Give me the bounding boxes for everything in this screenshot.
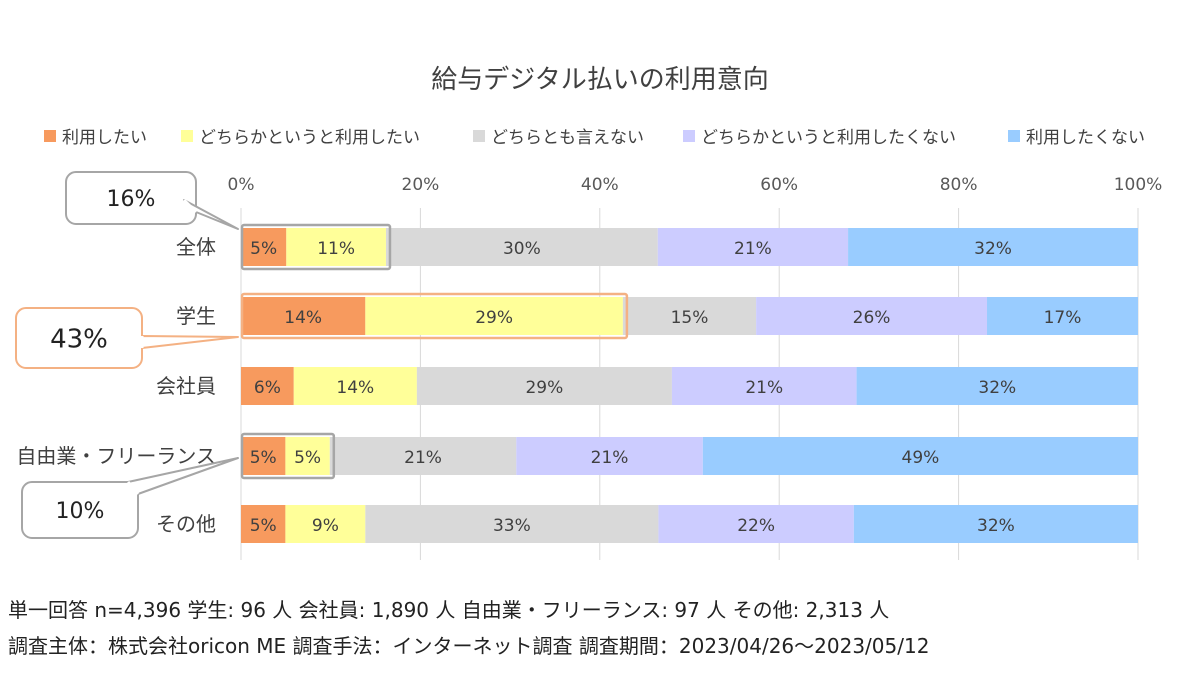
data-label: 6% xyxy=(254,378,281,398)
bar-segment xyxy=(671,367,857,405)
legend-label: どちらかというと利用したい xyxy=(199,128,420,148)
data-label: 5% xyxy=(250,516,277,536)
data-label: 29% xyxy=(525,378,563,398)
x-tick-label: 100% xyxy=(1114,175,1163,195)
legend-label: どちらとも言えない xyxy=(491,128,644,148)
category-label: 自由業・フリーランス xyxy=(16,444,216,468)
data-label: 49% xyxy=(902,448,940,468)
callout-label: 10% xyxy=(56,499,105,524)
legend-swatch xyxy=(473,130,485,142)
data-label: 22% xyxy=(737,516,775,536)
category-label: 学生 xyxy=(176,304,216,328)
x-tick-label: 0% xyxy=(228,175,255,195)
data-label: 32% xyxy=(978,378,1016,398)
bar-segment xyxy=(241,228,287,266)
x-tick-label: 60% xyxy=(760,175,798,195)
bar-segment xyxy=(365,297,623,335)
bar-segment xyxy=(853,505,1138,543)
bar-segment xyxy=(756,297,988,335)
data-label: 14% xyxy=(284,308,322,328)
category-label: その他 xyxy=(156,512,216,536)
x-tick-label: 20% xyxy=(402,175,440,195)
data-label: 15% xyxy=(671,308,709,328)
callout-pointer xyxy=(141,335,239,349)
bar-segment xyxy=(241,297,366,335)
bar-segment xyxy=(622,297,757,335)
bar-segment xyxy=(848,228,1138,266)
callout-seam xyxy=(182,198,198,214)
bar-segment xyxy=(365,505,659,543)
callout-seam xyxy=(126,481,140,495)
chart-title: 給与デジタル払いの利用意向 xyxy=(431,65,768,95)
bar-segment xyxy=(385,228,658,266)
legend-label: 利用したくない xyxy=(1026,128,1145,148)
legend-swatch xyxy=(44,130,56,142)
bar-segment xyxy=(658,505,854,543)
bar-segment xyxy=(293,367,417,405)
x-tick-label: 40% xyxy=(581,175,619,195)
data-label: 30% xyxy=(503,239,541,259)
data-label: 11% xyxy=(317,239,355,259)
bar-segment xyxy=(516,437,703,475)
callout-highlight-box xyxy=(240,223,392,271)
callout-highlight-box xyxy=(240,432,336,480)
bar-segment xyxy=(657,228,849,266)
callout-label: 43% xyxy=(50,324,108,354)
bar-segment xyxy=(329,437,517,475)
legend-label: どちらかというと利用したくない xyxy=(701,128,956,148)
bar-segment xyxy=(286,228,386,266)
bar-segment xyxy=(416,367,672,405)
x-tick-label: 80% xyxy=(940,175,978,195)
data-label: 17% xyxy=(1044,308,1082,328)
data-label: 9% xyxy=(312,516,339,536)
bar-segment xyxy=(987,297,1138,335)
bar-segment xyxy=(285,505,366,543)
callout-label: 16% xyxy=(107,187,156,212)
legend-label: 利用したい xyxy=(62,128,147,148)
bar-segment xyxy=(241,437,286,475)
data-label: 26% xyxy=(853,308,891,328)
data-label: 32% xyxy=(977,516,1015,536)
bar-segment xyxy=(285,437,330,475)
legend-swatch xyxy=(683,130,695,142)
callout-bubble xyxy=(65,171,197,225)
sample-note: 単一回答 n=4,396 学生: 96 人 会社員: 1,890 人 自由業・フ… xyxy=(8,598,890,622)
category-label: 会社員 xyxy=(156,374,216,398)
data-label: 5% xyxy=(294,448,321,468)
category-label: 全体 xyxy=(176,235,216,259)
data-label: 21% xyxy=(591,448,629,468)
bar-segment xyxy=(856,367,1138,405)
legend-swatch xyxy=(1008,130,1020,142)
survey-info-note: 調査主体：株式会社oricon ME 調査手法：インターネット調査 調査期間：2… xyxy=(8,634,930,658)
callout-bubble xyxy=(21,481,139,539)
data-label: 21% xyxy=(734,239,772,259)
data-label: 14% xyxy=(336,378,374,398)
data-label: 21% xyxy=(404,448,442,468)
data-label: 29% xyxy=(475,308,513,328)
bar-segment xyxy=(702,437,1138,475)
legend-swatch xyxy=(181,130,193,142)
data-label: 5% xyxy=(250,239,277,259)
data-label: 21% xyxy=(745,378,783,398)
data-label: 33% xyxy=(493,516,531,536)
data-label: 5% xyxy=(250,448,277,468)
callout-highlight-box xyxy=(240,292,629,340)
bar-segment xyxy=(241,367,294,405)
bar-segment xyxy=(241,505,286,543)
data-label: 32% xyxy=(974,239,1012,259)
